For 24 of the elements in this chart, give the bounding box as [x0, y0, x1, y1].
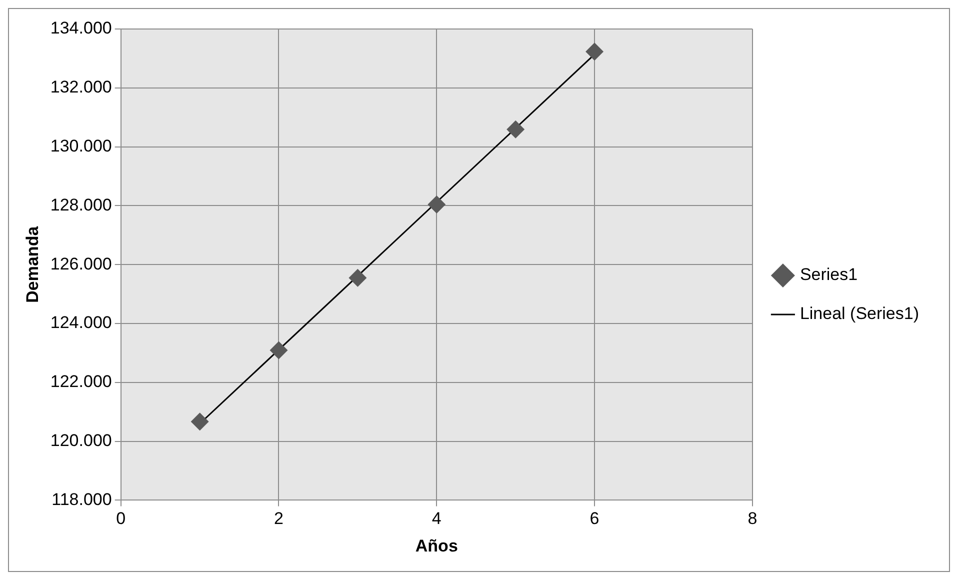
point — [586, 42, 604, 61]
x-tick-label: 4 — [432, 509, 442, 528]
y-tick-label: 130.000 — [50, 136, 112, 156]
point — [428, 196, 446, 214]
point — [190, 412, 209, 431]
x-tick-label: 8 — [748, 509, 758, 528]
x-tick-label: 6 — [590, 509, 600, 528]
y-tick-label: 126.000 — [50, 254, 112, 274]
y-tick-label: 132.000 — [50, 78, 112, 97]
y-axis-title: Demanda — [22, 226, 42, 303]
x-tick-label: 0 — [116, 509, 126, 528]
y-tick-label: 128.000 — [50, 195, 112, 214]
legend-label: Lineal (Series1) — [800, 304, 920, 324]
point — [506, 120, 525, 138]
point — [348, 268, 367, 287]
y-tick-label: 124.000 — [50, 313, 112, 332]
y-tick-label: 120.000 — [50, 430, 112, 450]
legend-label: Series1 — [800, 265, 858, 284]
y-tick-label: 118.000 — [52, 490, 112, 509]
x-axis-title: Años — [415, 536, 458, 556]
y-tick-label: 134.000 — [50, 18, 112, 38]
x-tick-label: 2 — [274, 509, 284, 528]
y-tick-label: 122.000 — [50, 372, 112, 392]
point — [270, 341, 288, 360]
